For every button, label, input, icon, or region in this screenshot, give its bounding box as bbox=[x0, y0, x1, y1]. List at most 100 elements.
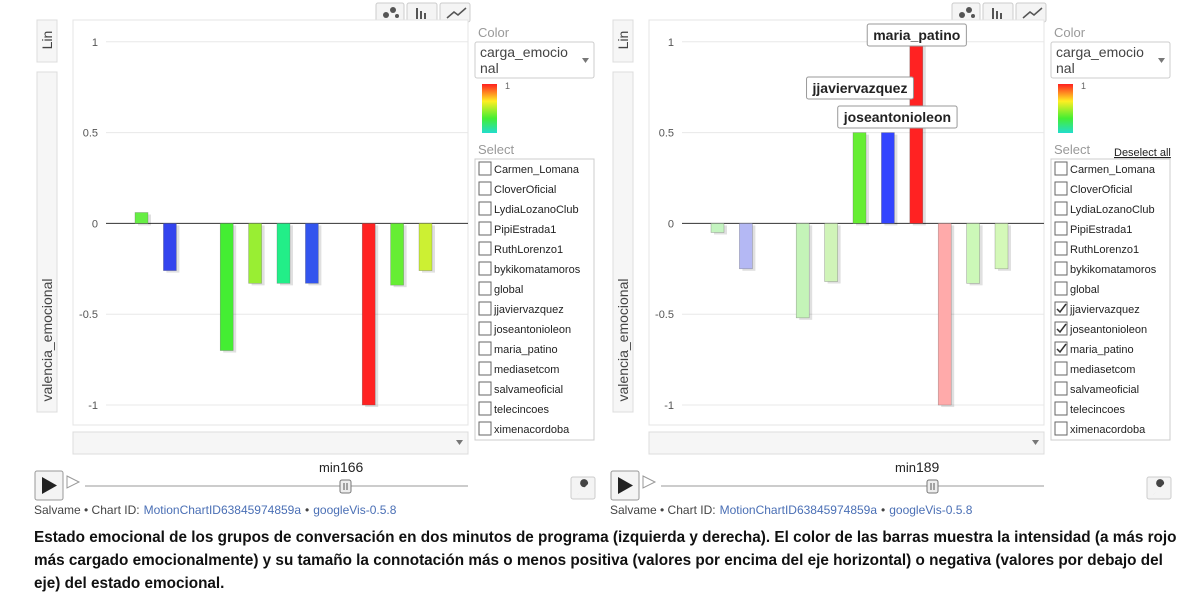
select-item[interactable]: salvameoficial bbox=[1070, 384, 1139, 396]
select-item[interactable]: salvameoficial bbox=[494, 384, 563, 396]
time-value: 166 bbox=[340, 459, 364, 475]
select-item[interactable]: RuthLorenzo1 bbox=[1070, 244, 1139, 256]
checkbox[interactable] bbox=[478, 281, 492, 296]
checkbox[interactable] bbox=[1054, 361, 1068, 376]
select-item[interactable]: mediasetcom bbox=[1070, 364, 1135, 376]
footer-text: • bbox=[881, 503, 885, 517]
checkbox[interactable] bbox=[1054, 201, 1068, 216]
color-legend bbox=[1058, 84, 1073, 133]
select-item[interactable]: telecincoes bbox=[494, 404, 550, 416]
select-item[interactable]: telecincoes bbox=[1070, 404, 1126, 416]
y-tick-label: -1 bbox=[88, 400, 98, 412]
select-item[interactable]: jjaviervazquez bbox=[493, 304, 564, 316]
checkbox[interactable] bbox=[478, 381, 492, 396]
color-dropdown[interactable] bbox=[1050, 41, 1171, 79]
checkbox[interactable] bbox=[1054, 181, 1068, 196]
checkbox[interactable] bbox=[478, 361, 492, 376]
checkbox[interactable] bbox=[1054, 261, 1068, 276]
bar bbox=[966, 223, 980, 284]
checkbox[interactable] bbox=[478, 341, 492, 356]
thumb-grip bbox=[343, 483, 348, 490]
size-selector[interactable] bbox=[72, 431, 469, 455]
select-item[interactable]: maria_patino bbox=[494, 344, 558, 356]
checkbox[interactable] bbox=[1054, 321, 1068, 336]
bar bbox=[305, 223, 319, 284]
checkbox[interactable] bbox=[478, 161, 492, 176]
time-prefix: min bbox=[895, 460, 916, 475]
y-tick-label: 1 bbox=[668, 37, 674, 49]
select-item[interactable]: ximenacordoba bbox=[1070, 424, 1146, 436]
checkbox[interactable] bbox=[1054, 301, 1068, 316]
footer-link[interactable]: googleVis-0.5.8 bbox=[313, 503, 397, 517]
checkbox[interactable] bbox=[478, 221, 492, 236]
bar bbox=[909, 41, 924, 224]
footer-link[interactable]: MotionChartID63845974859a bbox=[720, 503, 878, 517]
checkbox[interactable] bbox=[1054, 341, 1068, 356]
checkbox[interactable] bbox=[478, 181, 492, 196]
select-item[interactable]: global bbox=[494, 284, 523, 296]
y-axis-label: valencia_emocional bbox=[615, 279, 631, 402]
y-axis-selector[interactable] bbox=[36, 71, 58, 413]
view-button[interactable] bbox=[375, 2, 405, 23]
x-axis-selector[interactable] bbox=[612, 19, 634, 63]
checkbox[interactable] bbox=[478, 261, 492, 276]
footer-link[interactable]: googleVis-0.5.8 bbox=[889, 503, 973, 517]
select-item[interactable]: bykikomatamoros bbox=[1070, 264, 1157, 276]
y-tick-label: 0.5 bbox=[659, 128, 674, 140]
select-item[interactable]: bykikomatamoros bbox=[494, 264, 581, 276]
y-axis-label: valencia_emocional bbox=[39, 279, 55, 402]
select-item[interactable]: PipiEstrada1 bbox=[1070, 224, 1132, 236]
legend-max: 1 bbox=[1081, 81, 1086, 91]
y-tick-label: -0.5 bbox=[79, 309, 98, 321]
slider-thumb[interactable] bbox=[339, 479, 352, 494]
checkbox[interactable] bbox=[1054, 281, 1068, 296]
select-item[interactable]: maria_patino bbox=[1070, 344, 1134, 356]
select-item[interactable]: RuthLorenzo1 bbox=[494, 244, 563, 256]
settings-button[interactable] bbox=[570, 476, 596, 500]
color-label: Color bbox=[1054, 25, 1086, 40]
bar-label: jjaviervazquez bbox=[812, 80, 908, 96]
dropdown-arrow bbox=[1032, 440, 1039, 445]
select-item[interactable]: LydiaLozanoClub bbox=[494, 204, 579, 216]
checkbox[interactable] bbox=[1054, 401, 1068, 416]
checkbox[interactable] bbox=[1054, 161, 1068, 176]
bar-label-box bbox=[806, 76, 914, 100]
select-item[interactable]: jjaviervazquez bbox=[1069, 304, 1140, 316]
x-axis-selector[interactable] bbox=[36, 19, 58, 63]
bar-label: joseantonioleon bbox=[843, 109, 951, 125]
checkbox[interactable] bbox=[1054, 381, 1068, 396]
select-item[interactable]: CloverOficial bbox=[1070, 184, 1132, 196]
select-item[interactable]: CloverOficial bbox=[494, 184, 556, 196]
y-axis-selector[interactable] bbox=[612, 71, 634, 413]
bar bbox=[276, 223, 291, 284]
footer-link[interactable]: MotionChartID63845974859a bbox=[144, 503, 302, 517]
select-item[interactable]: LydiaLozanoClub bbox=[1070, 204, 1155, 216]
select-item[interactable]: joseantonioleon bbox=[1069, 324, 1147, 336]
checkbox[interactable] bbox=[478, 401, 492, 416]
select-item[interactable]: ximenacordoba bbox=[494, 424, 570, 436]
select-item[interactable]: joseantonioleon bbox=[493, 324, 571, 336]
bar bbox=[390, 223, 404, 286]
select-item[interactable]: PipiEstrada1 bbox=[494, 224, 556, 236]
checkbox[interactable] bbox=[478, 321, 492, 336]
color-dropdown[interactable] bbox=[474, 41, 595, 79]
select-item[interactable]: Carmen_Lomana bbox=[494, 164, 580, 176]
checkbox[interactable] bbox=[478, 201, 492, 216]
wrench-icon bbox=[1153, 479, 1165, 495]
deselect-all[interactable]: Deselect all bbox=[1114, 147, 1171, 159]
select-item[interactable]: mediasetcom bbox=[494, 364, 559, 376]
y-tick-label: 0 bbox=[668, 218, 674, 230]
checkbox[interactable] bbox=[1054, 221, 1068, 236]
checkbox[interactable] bbox=[478, 421, 492, 436]
checkbox[interactable] bbox=[1054, 421, 1068, 436]
select-item[interactable]: Carmen_Lomana bbox=[1070, 164, 1156, 176]
checkbox[interactable] bbox=[478, 301, 492, 316]
slider-thumb[interactable] bbox=[926, 479, 939, 494]
checkbox[interactable] bbox=[478, 241, 492, 256]
checkbox[interactable] bbox=[1054, 241, 1068, 256]
settings-button[interactable] bbox=[1146, 476, 1172, 500]
size-selector[interactable] bbox=[648, 431, 1045, 455]
view-button[interactable] bbox=[951, 2, 981, 23]
select-item[interactable]: global bbox=[1070, 284, 1099, 296]
